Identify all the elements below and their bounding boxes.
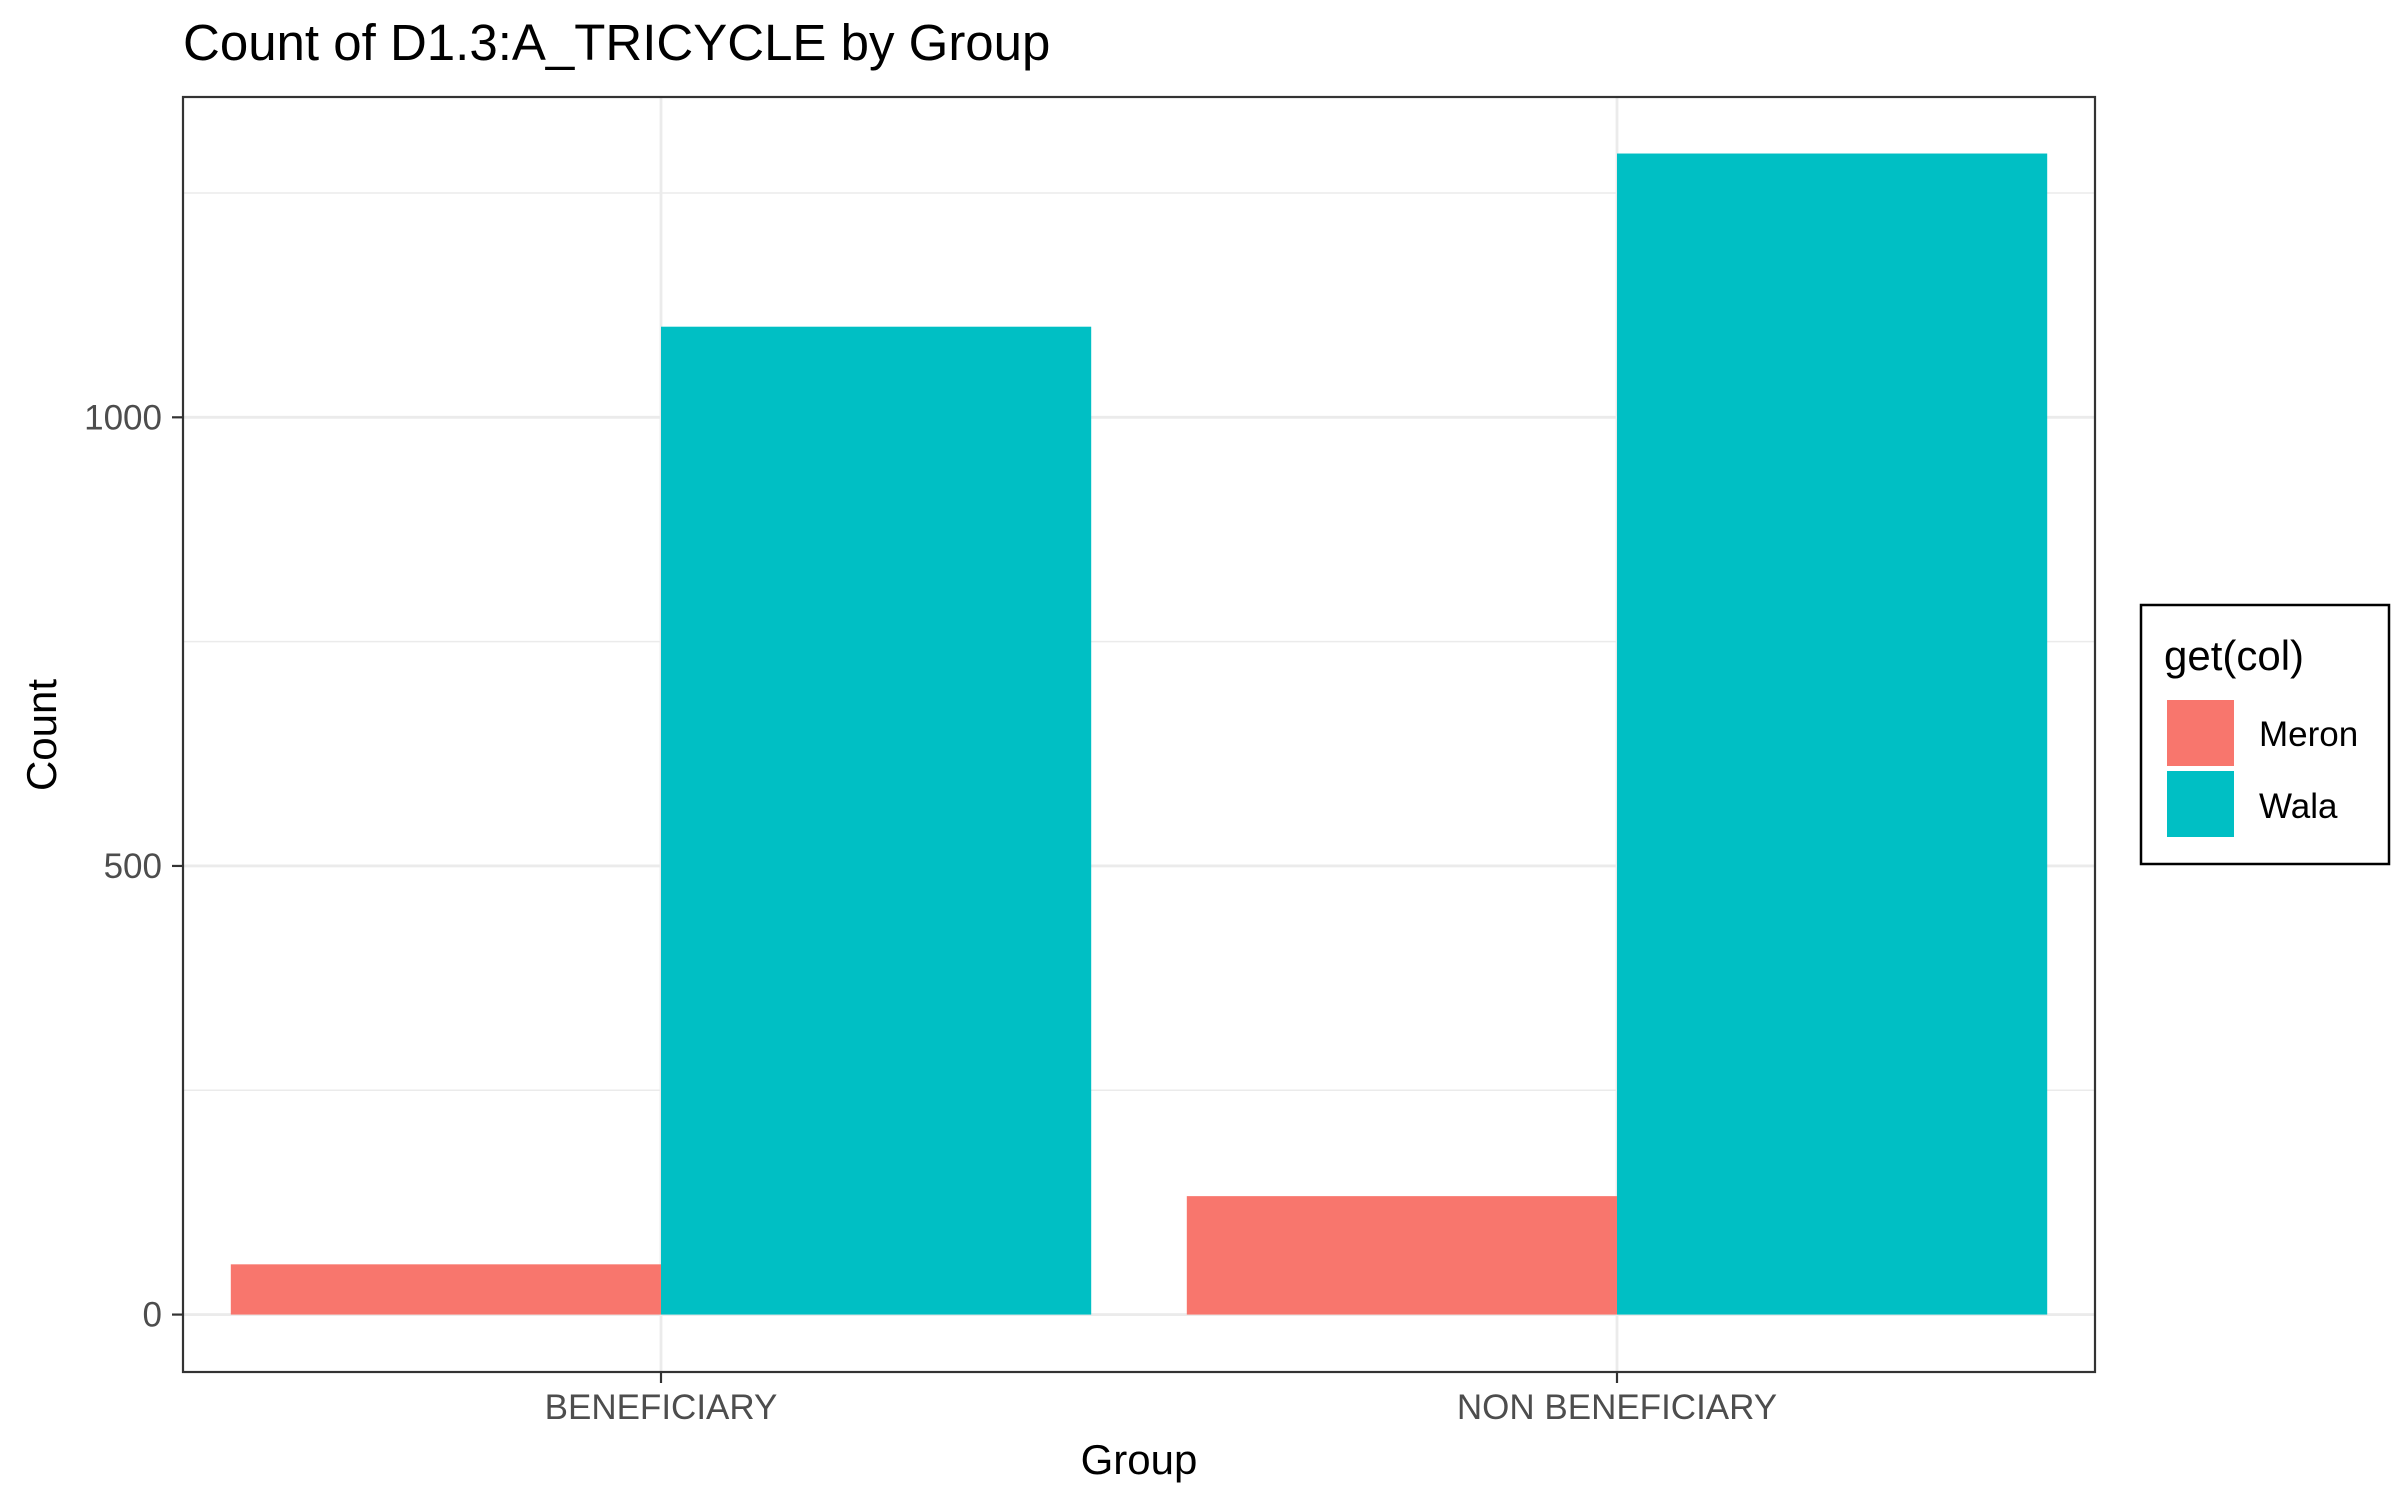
bar-wala-non-beneficiary — [1617, 153, 2048, 1315]
legend: get(col) Meron Wala — [2139, 603, 2391, 866]
legend-label-meron: Meron — [2259, 715, 2358, 754]
legend-title: get(col) — [2164, 632, 2304, 679]
bars — [230, 153, 2048, 1315]
legend-key-wala — [2167, 771, 2234, 837]
y-tick-label: 0 — [143, 1296, 162, 1335]
bar-meron-beneficiary — [230, 1264, 662, 1315]
panel-border — [181, 95, 2097, 1374]
legend-label-wala: Wala — [2259, 787, 2338, 826]
y-axis-title: Count — [18, 679, 65, 791]
chart-title: Count of D1.3:A_TRICYCLE by Group — [183, 14, 1050, 71]
y-tick-label: 500 — [104, 847, 162, 886]
y-axis: 0 500 1000 — [84, 398, 183, 1335]
bar-wala-beneficiary — [661, 326, 1092, 1315]
x-axis-title: Group — [1081, 1436, 1198, 1483]
bar-meron-non-beneficiary — [1186, 1196, 1617, 1315]
x-tick-label: NON BENEFICIARY — [1457, 1388, 1777, 1427]
x-tick-label: BENEFICIARY — [545, 1388, 778, 1427]
x-axis: BENEFICIARY NON BENEFICIARY — [545, 1372, 1777, 1427]
y-tick-label: 1000 — [84, 398, 162, 437]
legend-key-meron — [2167, 700, 2234, 766]
